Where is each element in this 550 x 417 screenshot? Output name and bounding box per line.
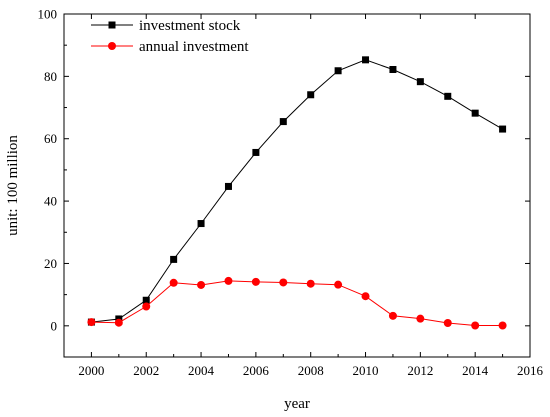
legend-item: investment stock <box>91 18 241 34</box>
x-tick-label: 2010 <box>353 363 379 378</box>
data-point <box>388 311 397 320</box>
x-tick-label: 2006 <box>243 363 270 378</box>
data-point <box>169 278 178 287</box>
data-point <box>252 148 260 156</box>
data-point <box>142 296 150 304</box>
y-tick-label: 20 <box>44 256 57 271</box>
y-tick-label: 60 <box>44 131 57 146</box>
data-point <box>224 182 232 190</box>
x-tick-label: 2000 <box>78 363 104 378</box>
data-point <box>334 67 342 75</box>
legend-item: annual investment <box>91 39 249 55</box>
data-point <box>306 279 315 288</box>
legend-marker <box>108 42 116 50</box>
legend-marker <box>108 21 116 29</box>
series-investment-stock <box>87 56 507 326</box>
series-line <box>91 59 503 323</box>
x-axis-title: year <box>284 396 310 412</box>
legend: investment stock annual investment <box>91 18 249 55</box>
data-point <box>362 56 370 64</box>
series-line <box>91 280 503 326</box>
data-point <box>499 125 507 133</box>
data-point <box>251 277 260 286</box>
series <box>87 56 507 330</box>
data-point <box>471 109 479 117</box>
data-point <box>87 318 96 327</box>
x-tick-label: 2012 <box>407 363 433 378</box>
data-point <box>224 276 233 285</box>
data-point <box>389 66 397 74</box>
data-point <box>197 220 205 228</box>
data-point <box>279 118 287 126</box>
x-tick-label: 2004 <box>188 363 215 378</box>
x-tick-label: 2002 <box>133 363 159 378</box>
data-point <box>444 92 452 100</box>
x-tick-label: 2014 <box>462 363 489 378</box>
data-point <box>279 278 288 287</box>
data-point <box>170 255 178 263</box>
data-point <box>114 318 123 327</box>
x-tick-label: 2008 <box>298 363 324 378</box>
legend-label: annual investment <box>139 39 249 55</box>
y-tick-label: 80 <box>44 69 57 84</box>
data-point <box>142 302 151 311</box>
data-point <box>334 280 343 289</box>
y-axis-title: unit: 100 million <box>5 135 21 236</box>
y-tick-label: 40 <box>44 194 57 209</box>
data-point <box>471 321 480 330</box>
plot-frame <box>63 13 531 358</box>
data-point <box>307 91 315 99</box>
data-point <box>416 78 424 86</box>
ticks: 2000 2002 2004 2006 2008 2010 2012 2014 2016 0 20 4… <box>38 7 544 379</box>
data-point <box>197 280 206 289</box>
data-point <box>498 321 507 330</box>
legend-label: investment stock <box>139 18 241 34</box>
x-tick-label: 2016 <box>517 363 544 378</box>
y-tick-label: 0 <box>51 318 58 333</box>
axes <box>63 13 531 358</box>
data-point <box>416 314 425 323</box>
data-point <box>443 319 452 328</box>
data-point <box>361 292 370 301</box>
y-tick-label: 100 <box>38 7 58 22</box>
series-annual-investment <box>87 276 507 330</box>
